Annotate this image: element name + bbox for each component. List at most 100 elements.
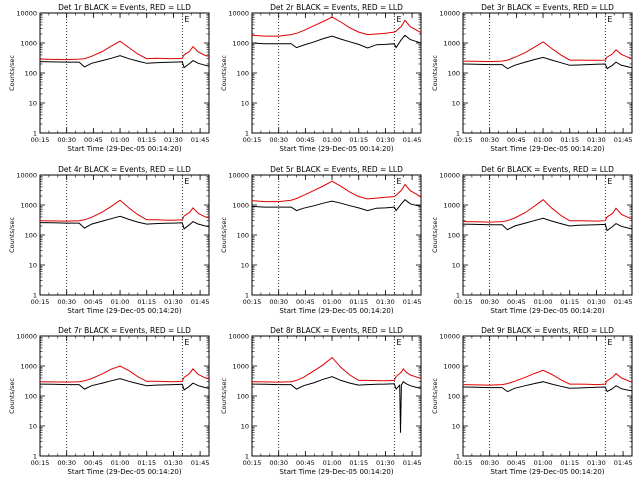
y-tick-label: 100 xyxy=(237,232,249,240)
series-lld-line xyxy=(251,180,422,203)
y-tick-label: 10 xyxy=(452,423,460,431)
y-tick-label: 10 xyxy=(241,423,249,431)
y-axis-label: Counts/sec xyxy=(8,378,16,414)
y-tick-label: 100 xyxy=(25,70,37,78)
panel-9: Det 9r BLACK = Events, RED = LLD 1 10 100 10… xyxy=(431,326,633,476)
y-tick-label: 10000 xyxy=(16,333,37,341)
x-axis-label: Start Time (29-Dec-05 00:14:20) xyxy=(490,307,604,315)
x-tick-label: 01:45 xyxy=(191,298,210,306)
series-lld-line xyxy=(39,365,210,383)
x-tick-label: 01:45 xyxy=(403,136,422,144)
flag-label: E xyxy=(184,177,189,186)
y-tick-label: 10000 xyxy=(439,333,460,341)
plot-frame xyxy=(39,335,210,457)
plot-frame xyxy=(462,174,633,296)
x-tick-label: 00:15 xyxy=(31,136,50,144)
series-lld-line xyxy=(462,369,633,386)
plot-frame xyxy=(462,12,633,134)
y-tick-label: 1000 xyxy=(232,202,249,210)
flag-label: E xyxy=(396,338,401,347)
x-tick-label: 01:00 xyxy=(111,136,130,144)
panel-title: Det 4r BLACK = Events, RED = LLD xyxy=(58,165,191,174)
x-tick-label: 00:45 xyxy=(507,459,526,467)
x-tick-label: 01:15 xyxy=(560,136,579,144)
series-lld-line xyxy=(462,41,633,63)
plot-frame xyxy=(39,12,210,134)
y-tick-label: 1 xyxy=(33,292,37,300)
y-tick-label: 1000 xyxy=(20,202,37,210)
x-tick-label: 00:15 xyxy=(31,459,50,467)
plot-frame xyxy=(251,174,422,296)
y-tick-label: 1 xyxy=(245,130,249,138)
x-tick-label: 01:15 xyxy=(349,136,368,144)
x-tick-label: 01:45 xyxy=(403,459,422,467)
x-tick-label: 00:45 xyxy=(296,298,315,306)
y-tick-label: 1 xyxy=(456,130,460,138)
x-tick-label: 00:30 xyxy=(57,459,76,467)
x-tick-label: 00:15 xyxy=(454,459,473,467)
panel-1: Det 1r BLACK = Events, RED = LLD 1 10 100 10… xyxy=(8,3,210,153)
series-lld-line xyxy=(251,16,422,37)
flag-label: E xyxy=(396,177,401,186)
flag-label: E xyxy=(607,15,612,24)
y-tick-label: 10000 xyxy=(228,10,249,18)
x-tick-label: 01:45 xyxy=(191,459,210,467)
x-tick-label: 00:30 xyxy=(269,136,288,144)
y-tick-label: 10 xyxy=(29,423,37,431)
x-axis-label: Start Time (29-Dec-05 00:14:20) xyxy=(67,307,181,315)
x-tick-label: 00:45 xyxy=(296,459,315,467)
series-lld-line xyxy=(39,40,210,61)
panel-7: Det 7r BLACK = Events, RED = LLD 1 10 100 10… xyxy=(8,326,210,476)
x-tick-label: 00:15 xyxy=(243,136,262,144)
panel-title: Det 7r BLACK = Events, RED = LLD xyxy=(58,326,191,335)
x-tick-label: 01:15 xyxy=(137,459,156,467)
y-tick-label: 100 xyxy=(25,232,37,240)
y-axis-label: Counts/sec xyxy=(431,55,439,91)
x-tick-label: 00:30 xyxy=(480,298,499,306)
y-tick-label: 1 xyxy=(33,453,37,461)
series-events-line xyxy=(251,199,422,212)
panel-title: Det 2r BLACK = Events, RED = LLD xyxy=(270,3,403,12)
x-tick-label: 01:45 xyxy=(614,459,633,467)
y-tick-label: 10000 xyxy=(16,10,37,18)
flag-label: E xyxy=(607,177,612,186)
series-events-line xyxy=(39,55,210,69)
panel-title: Det 5r BLACK = Events, RED = LLD xyxy=(270,165,403,174)
y-tick-label: 10 xyxy=(241,100,249,108)
panel-3: Det 3r BLACK = Events, RED = LLD 1 10 100 10… xyxy=(431,3,633,153)
x-tick-label: 00:45 xyxy=(84,136,103,144)
panel-title: Det 9r BLACK = Events, RED = LLD xyxy=(481,326,614,335)
x-axis-label: Start Time (29-Dec-05 00:14:20) xyxy=(279,307,393,315)
y-tick-label: 1000 xyxy=(232,40,249,48)
y-tick-label: 1000 xyxy=(20,40,37,48)
x-tick-label: 00:30 xyxy=(57,298,76,306)
flag-label: E xyxy=(607,338,612,347)
y-tick-label: 10000 xyxy=(228,333,249,341)
x-tick-label: 00:45 xyxy=(507,136,526,144)
y-tick-label: 1 xyxy=(245,453,249,461)
x-tick-label: 00:45 xyxy=(296,136,315,144)
panel-title: Det 6r BLACK = Events, RED = LLD xyxy=(481,165,614,174)
x-tick-label: 01:15 xyxy=(560,459,579,467)
y-tick-label: 10 xyxy=(29,100,37,108)
flag-label: E xyxy=(184,338,189,347)
series-events-line xyxy=(39,215,210,230)
y-tick-label: 100 xyxy=(237,393,249,401)
plot-frame xyxy=(39,174,210,296)
x-tick-label: 01:45 xyxy=(191,136,210,144)
panel-6: Det 6r BLACK = Events, RED = LLD 1 10 100 10… xyxy=(431,165,633,315)
y-tick-label: 10000 xyxy=(439,10,460,18)
x-tick-label: 01:30 xyxy=(376,459,395,467)
x-tick-label: 01:00 xyxy=(323,136,342,144)
series-events-line xyxy=(251,376,422,433)
y-tick-label: 1000 xyxy=(20,363,37,371)
y-axis-label: Counts/sec xyxy=(220,55,228,91)
flag-label: E xyxy=(184,15,189,24)
y-axis-label: Counts/sec xyxy=(431,378,439,414)
x-tick-label: 01:15 xyxy=(560,298,579,306)
y-tick-label: 1 xyxy=(245,292,249,300)
x-tick-label: 00:30 xyxy=(480,136,499,144)
series-events-line xyxy=(462,381,633,393)
y-tick-label: 1000 xyxy=(443,202,460,210)
x-tick-label: 00:15 xyxy=(454,136,473,144)
